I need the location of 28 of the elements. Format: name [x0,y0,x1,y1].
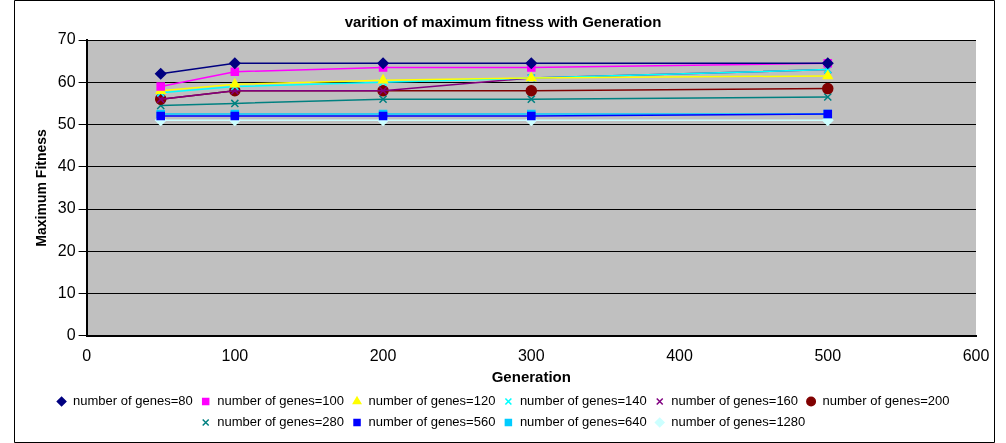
legend-label: number of genes=160 [671,393,799,409]
legend-label: number of genes=280 [217,414,345,430]
y-tick-label: 70 [57,30,76,48]
x-tick-label: 300 [517,346,545,364]
x-tick-label: 200 [369,346,397,364]
x-tick-label: 0 [82,346,92,364]
y-tick-label: 50 [57,114,76,132]
x-tick-label: 100 [221,346,249,364]
legend-label: number of genes=560 [368,414,496,430]
legend-label: number of genes=140 [519,393,647,409]
x-axis-title: Generation [491,368,571,386]
y-tick-label: 0 [66,326,76,344]
x-tick-label: 400 [666,346,693,364]
x-tick-label: 600 [962,346,990,364]
legend-label: number of genes=640 [519,414,647,430]
y-axis-title: Maximum Fitness [33,128,50,247]
legend-label: number of genes=120 [368,393,496,409]
legend-label: number of genes=1280 [671,414,806,430]
legend-label: number of genes=100 [217,393,345,409]
y-tick-label: 40 [57,157,76,175]
x-tick-label: 500 [814,346,842,364]
y-tick-label: 30 [57,199,76,217]
chart-title: varition of maximum fitness with Generation [344,13,662,31]
y-tick-label: 10 [57,283,76,301]
legend-label: number of genes=80 [73,393,193,409]
y-tick-label: 20 [57,241,76,259]
legend-label: number of genes=200 [822,393,950,409]
y-tick-label: 60 [57,72,76,90]
